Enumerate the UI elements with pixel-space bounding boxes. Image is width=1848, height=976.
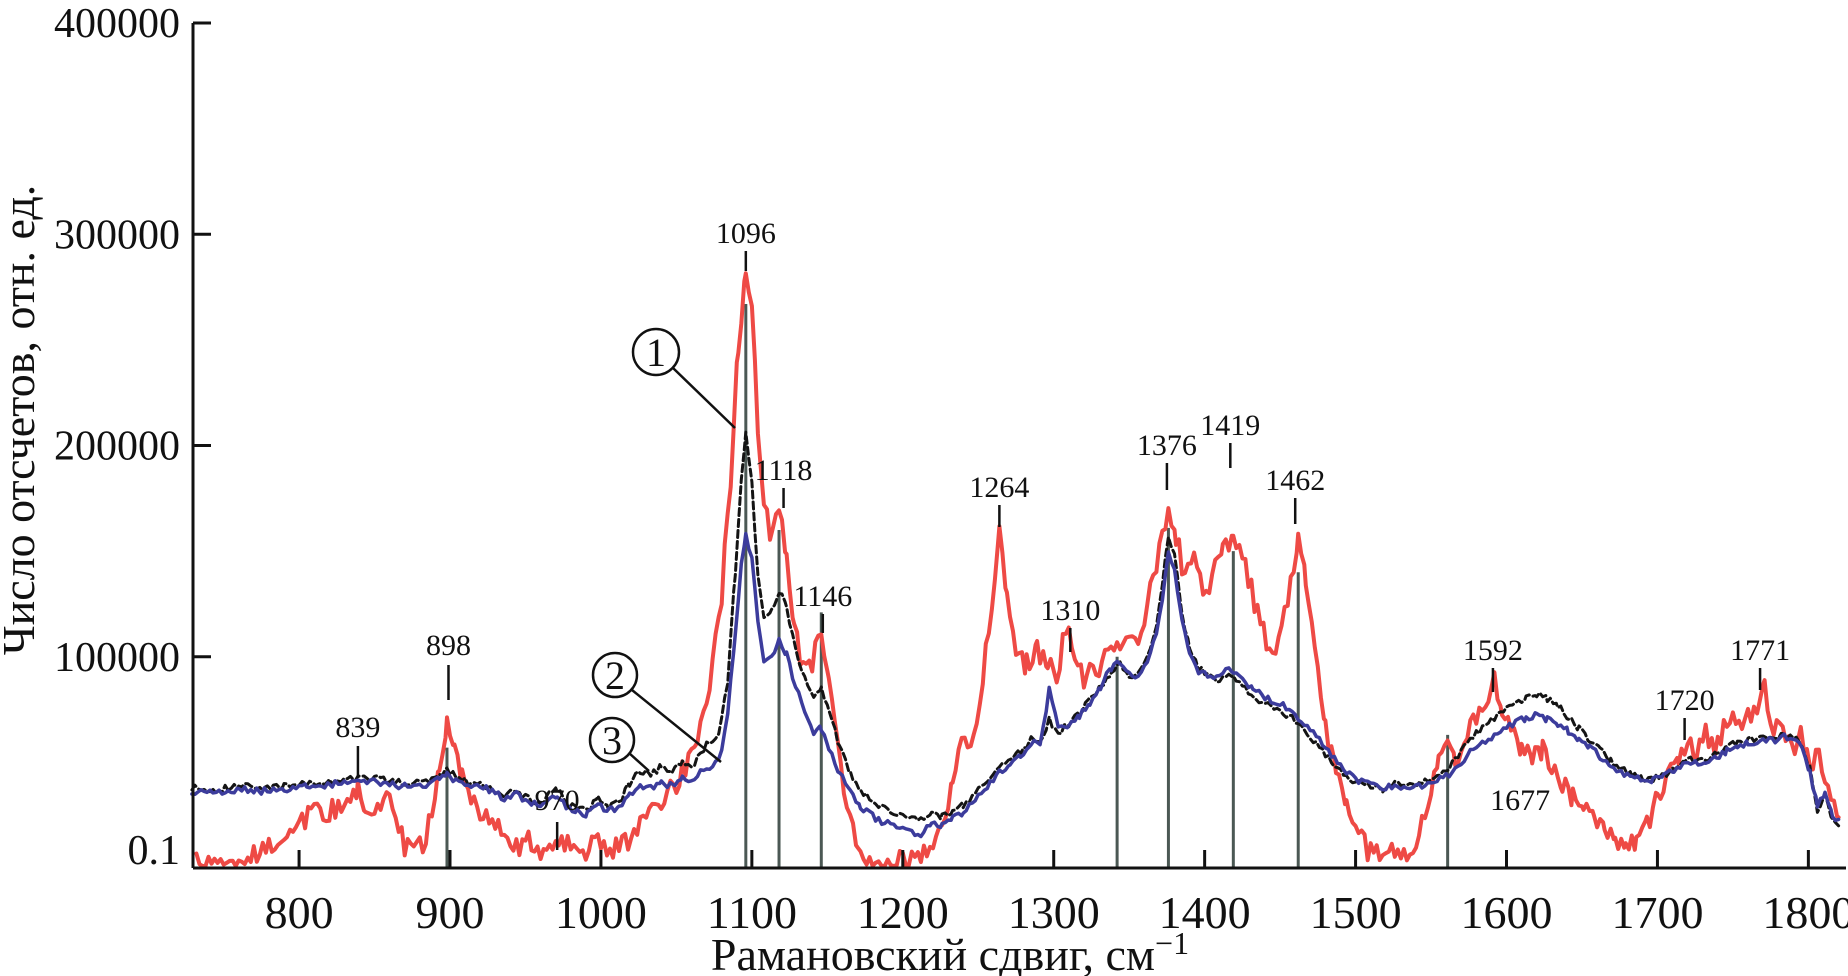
x-tick-label-900: 900 [416,887,485,938]
callout-1-leader [672,367,736,429]
callout-3-circle [588,716,636,764]
y-tick-label-100000: 100000 [54,635,180,681]
x-tick-label-1400: 1400 [1159,887,1251,938]
peak-label-839: 839 [335,711,380,744]
peak-label-1720: 1720 [1655,684,1715,717]
peak-label-1310: 1310 [1040,594,1100,627]
callout-3-leader [628,752,650,772]
x-tick-label-1000: 1000 [555,887,647,938]
x-tick-label-1600: 1600 [1461,887,1553,938]
spectrum-curve-1 [194,271,1841,868]
callout-1-number: 1 [646,330,666,375]
x-tick-label-1800: 1800 [1762,887,1848,938]
spectrum-curve-3 [190,430,1841,828]
callout-2-leader [631,689,722,763]
y-axis-title: Число отсчетов, отн. ед. [0,185,44,656]
x-tick-label-1700: 1700 [1611,887,1703,938]
x-tick-label-800: 800 [265,887,334,938]
x-tick-label-1200: 1200 [857,887,949,938]
callout-3-number: 3 [602,718,622,763]
peak-label-970: 970 [535,784,580,817]
callout-1-circle [631,327,681,377]
x-axis-title-superscript: −1 [1155,925,1189,961]
callout-2-number: 2 [605,653,625,698]
x-axis-title: Рамановский сдвиг, см−1 [711,925,1189,976]
y-tick-label-200000: 200000 [54,424,180,470]
peak-label-1677: 1677 [1490,784,1550,817]
peak-label-1264: 1264 [969,471,1029,504]
peak-label-1592: 1592 [1463,634,1523,667]
y-tick-label-0.1: 0.1 [128,828,181,874]
y-tick-label-300000: 300000 [54,212,180,258]
peak-label-1462: 1462 [1265,464,1325,497]
peak-label-898: 898 [426,629,471,662]
peak-label-1096: 1096 [716,217,776,250]
x-tick-label-1500: 1500 [1310,887,1402,938]
peak-label-1771: 1771 [1730,634,1790,667]
peak-label-1118: 1118 [755,454,813,487]
spectrum-curve-2 [190,531,1841,839]
callout-2-circle [591,651,639,699]
y-tick-label-400000: 400000 [54,1,180,47]
x-tick-label-1300: 1300 [1008,887,1100,938]
peak-label-1419: 1419 [1200,409,1260,442]
peak-label-1146: 1146 [793,580,852,613]
peak-label-1376: 1376 [1137,429,1197,462]
x-tick-label-1100: 1100 [707,887,797,938]
